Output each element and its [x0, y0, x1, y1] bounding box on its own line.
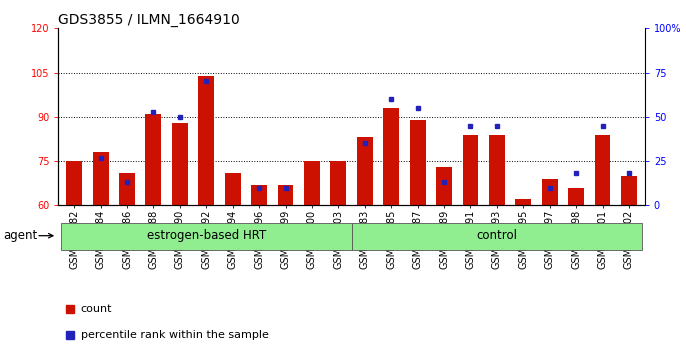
Bar	[515, 199, 531, 205]
Bar	[172, 123, 188, 205]
Bar	[67, 161, 82, 205]
FancyBboxPatch shape	[351, 223, 642, 250]
Bar	[251, 185, 267, 205]
Bar	[595, 135, 611, 205]
Text: count: count	[80, 304, 112, 314]
Bar	[410, 120, 425, 205]
Bar	[542, 179, 558, 205]
Text: percentile rank within the sample: percentile rank within the sample	[80, 330, 268, 339]
Bar	[225, 173, 241, 205]
Bar	[489, 135, 505, 205]
Bar	[119, 173, 135, 205]
Bar	[198, 75, 214, 205]
Bar	[93, 152, 108, 205]
Bar	[357, 137, 372, 205]
Text: estrogen-based HRT: estrogen-based HRT	[147, 229, 266, 242]
FancyBboxPatch shape	[61, 223, 351, 250]
Bar	[383, 108, 399, 205]
Text: agent: agent	[3, 229, 37, 242]
Bar	[568, 188, 584, 205]
Bar	[304, 161, 320, 205]
Bar	[278, 185, 294, 205]
Bar	[331, 161, 346, 205]
Bar	[145, 114, 161, 205]
Text: control: control	[476, 229, 517, 242]
Bar	[436, 167, 452, 205]
Bar	[462, 135, 478, 205]
Text: GDS3855 / ILMN_1664910: GDS3855 / ILMN_1664910	[58, 13, 240, 27]
Bar	[621, 176, 637, 205]
